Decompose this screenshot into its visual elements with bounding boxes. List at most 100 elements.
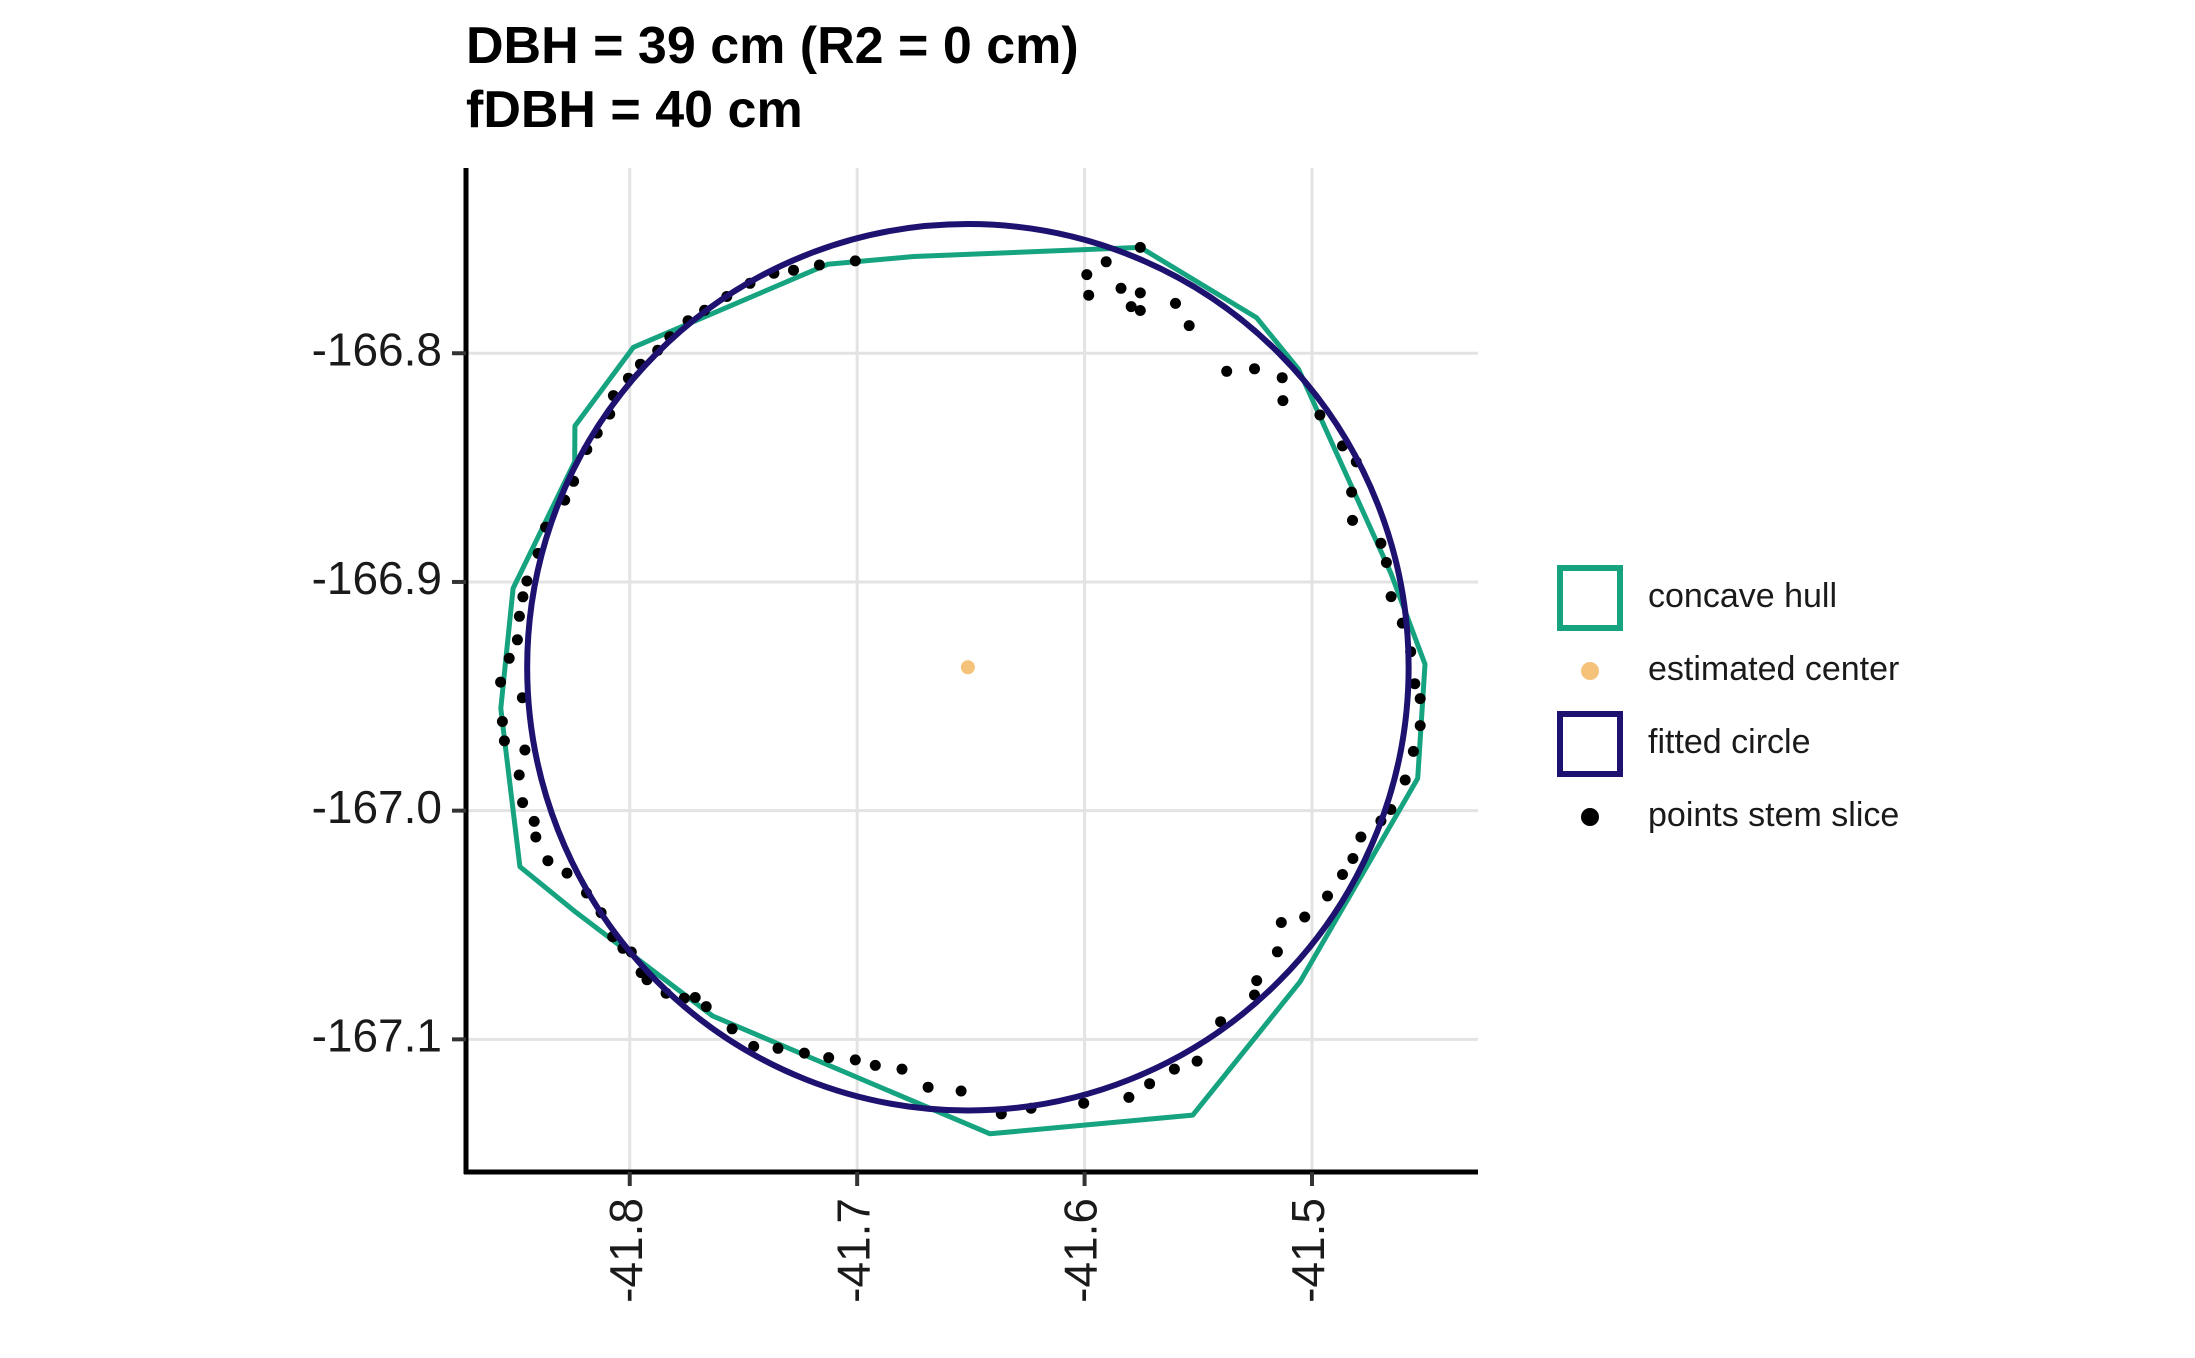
- stem-slice-point: [1221, 365, 1233, 377]
- stem-slice-point: [1251, 975, 1263, 987]
- y-tick-label: -167.0: [312, 781, 442, 833]
- stem-slice-point: [849, 1054, 861, 1066]
- stem-slice-point: [700, 1001, 712, 1013]
- stem-slice-point: [1314, 409, 1326, 421]
- fitted-circle: [524, 221, 1412, 1114]
- estimated-center-layer: [960, 660, 975, 675]
- y-tick-label: -166.8: [312, 323, 442, 375]
- stem-slice-point: [798, 1047, 810, 1059]
- legend-label-circle: fitted circle: [1648, 723, 1811, 761]
- grid: [466, 168, 1478, 1172]
- stem-slice-point: [1249, 363, 1260, 375]
- stem-slice-point: [1215, 1016, 1227, 1028]
- fitted-circle-layer: [524, 221, 1412, 1114]
- stem-slice-point: [519, 744, 531, 756]
- stem-slice-point: [1347, 853, 1359, 864]
- x-tick-label: -41.5: [1282, 1198, 1334, 1303]
- stem-slice-point: [748, 1040, 760, 1052]
- stem-slice-point: [1276, 372, 1288, 384]
- y-tick-label: -166.9: [312, 552, 442, 604]
- y-axis-ticks: -166.8 -166.9 -167.0 -167.1: [312, 323, 466, 1062]
- stem-slice-point: [498, 735, 510, 747]
- legend-key-circle: [1557, 711, 1623, 777]
- stem-slice-point: [922, 1081, 934, 1093]
- stem-slice-point: [726, 1023, 738, 1035]
- stem-slice-point: [517, 797, 529, 809]
- stem-slice-point: [542, 855, 554, 867]
- chart-title-line-1: DBH = 39 cm (R2 = 0 cm): [466, 17, 1079, 75]
- stem-slice-point: [496, 716, 508, 727]
- stem-slice-point: [521, 575, 533, 587]
- stem-slice-point: [1170, 297, 1181, 309]
- stem-slice-point: [528, 815, 540, 827]
- stem-slice-point: [530, 831, 542, 843]
- stem-slice-point: [1277, 395, 1289, 407]
- stem-slice-point: [503, 652, 515, 664]
- stem-slice-point: [1191, 1055, 1203, 1067]
- stem-slice-point: [517, 591, 529, 603]
- stem-slice-point: [1380, 557, 1392, 568]
- stem-slice-point: [869, 1059, 881, 1071]
- stem-slice-point: [1299, 911, 1311, 923]
- x-axis-ticks: -41.8 -41.7 -41.6 -41.5: [600, 1172, 1334, 1303]
- concave-hull: [498, 244, 1428, 1137]
- legend-key-hull: [1557, 565, 1623, 631]
- stem-slice-point: [561, 867, 573, 879]
- stem-slice-point: [1355, 831, 1367, 843]
- stem-slice-point: [1399, 774, 1411, 786]
- stem-slice-point: [1100, 256, 1112, 268]
- x-tick-label: -41.8: [600, 1198, 652, 1303]
- stem-slice-point: [1375, 537, 1387, 549]
- stem-slice-point: [849, 255, 861, 267]
- x-tick-label: -41.7: [827, 1198, 879, 1303]
- stem-slice-point: [813, 259, 825, 271]
- stem-slice-point: [1134, 241, 1146, 253]
- estimated-center-point: [960, 660, 975, 675]
- stem-slice-point: [1337, 869, 1348, 880]
- chart-title-line-2: fDBH = 40 cm: [466, 81, 803, 139]
- stem-slice-point: [823, 1052, 835, 1064]
- stem-slice-point: [1407, 745, 1419, 757]
- stem-slice-point: [1168, 1063, 1180, 1075]
- stem-slice-point: [1271, 946, 1283, 958]
- stem-slice-point: [1125, 301, 1137, 313]
- legend: concave hull estimated center fitted circl…: [1557, 565, 1899, 834]
- stem-slice-point: [513, 610, 525, 622]
- stem-slice-point: [495, 676, 507, 688]
- stem-slice-point: [788, 264, 799, 276]
- stem-slice-point: [1409, 678, 1421, 690]
- stem-slice-point: [1134, 287, 1146, 299]
- legend-label-hull: concave hull: [1648, 577, 1837, 615]
- x-tick-label: -41.6: [1055, 1198, 1107, 1303]
- stem-slice-point: [772, 1042, 784, 1054]
- legend-key-points: [1581, 808, 1599, 826]
- axes: [463, 168, 1478, 1175]
- stem-slice-point: [1322, 890, 1333, 902]
- stem-slice-point: [1078, 1097, 1090, 1109]
- stem-slice-point: [955, 1085, 967, 1097]
- chart-title: DBH = 39 cm (R2 = 0 cm) fDBH = 40 cm: [466, 14, 1079, 142]
- stem-slice-point: [1346, 486, 1358, 498]
- stem-slice-point: [1083, 289, 1095, 301]
- stem-slice-point: [1414, 693, 1426, 705]
- stem-slice-point: [1183, 320, 1195, 332]
- legend-key-center: [1581, 662, 1599, 680]
- stem-slice-point: [1115, 282, 1127, 294]
- stem-slice-point: [1144, 1078, 1156, 1090]
- legend-label-center: estimated center: [1648, 650, 1899, 688]
- legend-label-points: points stem slice: [1648, 796, 1899, 834]
- stem-slice-point: [511, 634, 523, 646]
- stem-slice-point: [1385, 591, 1397, 603]
- stem-slice-point: [1123, 1091, 1135, 1103]
- stem-slice-point: [1081, 269, 1093, 281]
- stem-slice-point: [1134, 305, 1146, 316]
- stem-slice-point: [1275, 917, 1287, 928]
- stem-slice-point: [896, 1063, 908, 1075]
- stem-slice-point: [689, 992, 701, 1003]
- concave-hull-polygon: [498, 244, 1428, 1137]
- stem-slice-point: [1347, 514, 1358, 526]
- stem-slice-point: [513, 769, 525, 781]
- y-tick-label: -167.1: [312, 1010, 442, 1062]
- stem-slice-point: [1414, 720, 1426, 732]
